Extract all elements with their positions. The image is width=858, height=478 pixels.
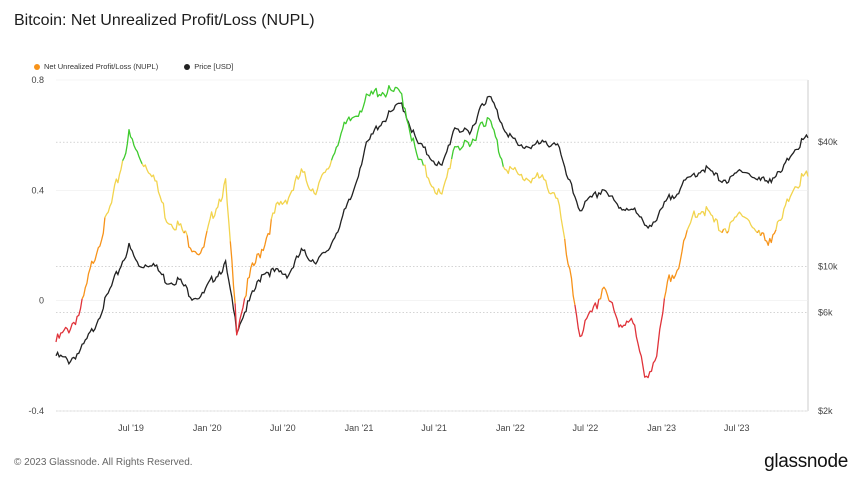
nupl-tick-label: 0.4	[31, 185, 44, 195]
nupl-line-segment	[81, 217, 106, 300]
nupl-line-segment	[608, 298, 666, 379]
price-tick-label: $2k	[818, 406, 833, 416]
nupl-tick-label: 0	[39, 296, 44, 306]
nupl-tick-label: 0.8	[31, 75, 44, 85]
nupl-line-segment	[186, 230, 208, 256]
nupl-line-segment	[229, 241, 236, 304]
nupl-line-segment	[104, 160, 124, 218]
price-tick-label: $6k	[818, 307, 833, 317]
nupl-line-segment	[663, 229, 688, 299]
legend-swatch-nupl	[34, 63, 40, 70]
nupl-line-segment	[574, 299, 600, 338]
nupl-line-segment	[423, 158, 453, 196]
x-tick-label: Jan '23	[647, 423, 676, 433]
nupl-line-segment	[775, 170, 809, 230]
legend-item-price[interactable]: Price [USD]	[184, 62, 233, 71]
x-tick-label: Jul '19	[118, 423, 144, 433]
nupl-line-segment	[270, 160, 333, 220]
chart-legend: Net Unrealized Profit/Loss (NUPL) Price …	[34, 62, 233, 71]
x-tick-label: Jan '21	[345, 423, 374, 433]
x-tick-label: Jan '22	[496, 423, 525, 433]
nupl-line-segment	[55, 298, 83, 343]
nupl-line-segment	[450, 117, 504, 167]
x-tick-label: Jul '22	[573, 423, 599, 433]
legend-swatch-price	[184, 63, 191, 70]
x-tick-label: Jul '21	[421, 423, 447, 433]
price-tick-label: $40k	[818, 137, 838, 147]
nupl-line-segment	[502, 165, 566, 240]
nupl-line-segment	[206, 178, 231, 242]
copyright-text: © 2023 Glassnode. All Rights Reserved.	[14, 457, 193, 468]
nupl-line-segment	[244, 219, 272, 299]
legend-label-nupl: Net Unrealized Profit/Loss (NUPL)	[44, 62, 159, 71]
legend-item-nupl[interactable]: Net Unrealized Profit/Loss (NUPL)	[34, 62, 158, 71]
price-line	[55, 95, 809, 366]
nupl-line-segment	[330, 84, 425, 166]
chart-title: Bitcoin: Net Unrealized Profit/Loss (NUP…	[14, 12, 315, 29]
x-tick-label: Jul '23	[724, 423, 750, 433]
price-tick-label: $10k	[818, 262, 838, 272]
nupl-line-segment	[726, 230, 730, 234]
legend-label-price: Price [USD]	[194, 62, 234, 71]
nupl-line-segment	[141, 163, 185, 234]
nupl-line-segment	[598, 286, 610, 301]
nupl-line-segment	[723, 228, 728, 234]
nupl-line-segment	[686, 206, 723, 234]
glassnode-logo: glassnode	[764, 451, 848, 472]
nupl-line-segment	[727, 211, 758, 234]
nupl-line-segment	[564, 238, 576, 306]
nupl-line-segment	[721, 228, 725, 233]
nupl-line-segment	[122, 129, 143, 165]
nupl-line-segment	[184, 230, 188, 236]
x-tick-label: Jan '20	[193, 423, 222, 433]
nupl-line-segment	[759, 229, 777, 246]
nupl-line-segment	[234, 298, 246, 336]
nupl-tick-label: -0.4	[28, 406, 44, 416]
x-tick-label: Jul '20	[270, 423, 296, 433]
